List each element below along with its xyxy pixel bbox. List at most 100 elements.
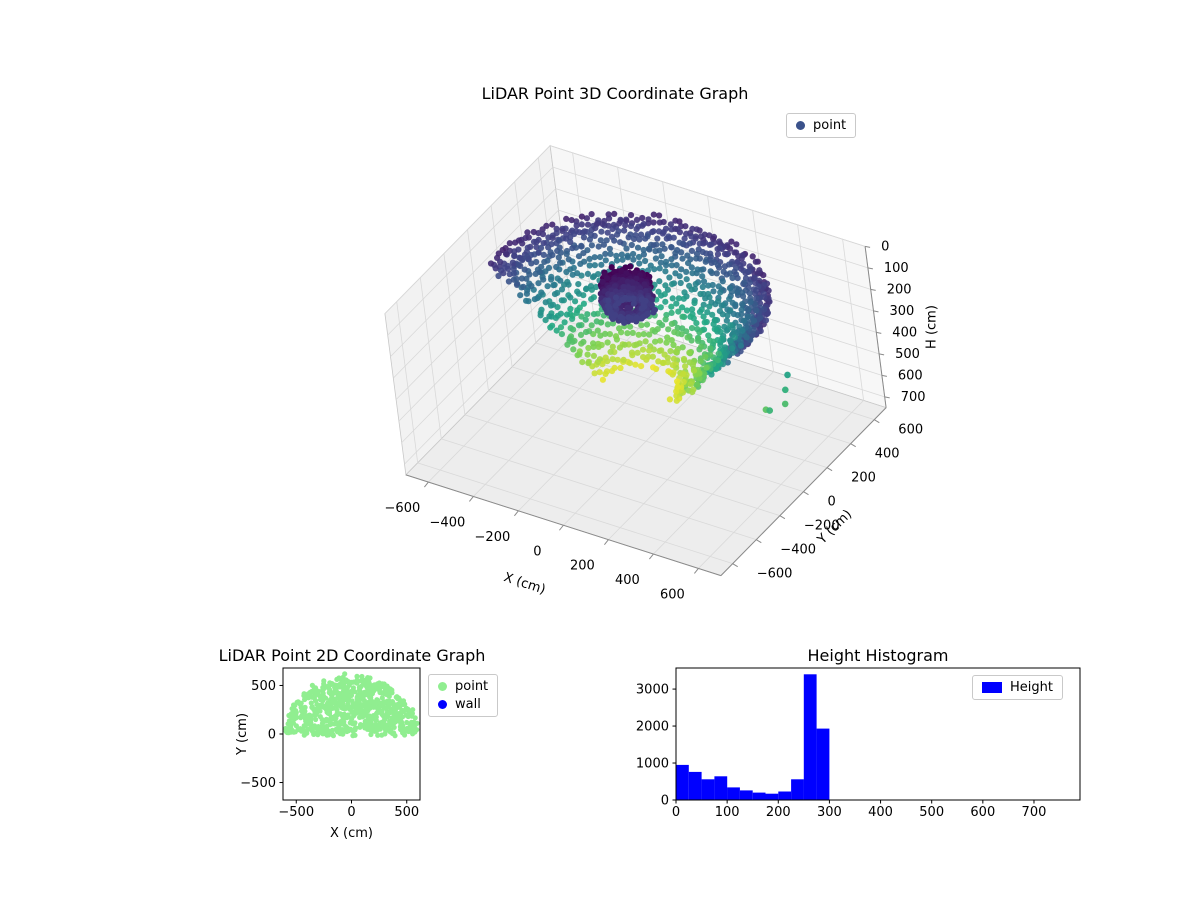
scatter-point — [365, 715, 371, 721]
scatter-point — [669, 295, 676, 302]
scatter-point — [709, 311, 716, 318]
scatter-point — [695, 337, 702, 344]
tick-mark — [826, 467, 833, 472]
scatter-point — [352, 725, 359, 731]
scatter-point — [549, 252, 556, 259]
scatter-point — [639, 214, 646, 222]
scatter-point — [287, 726, 293, 733]
scatter-point — [710, 288, 717, 295]
legend-label: point — [455, 679, 489, 694]
scatter-point — [578, 242, 585, 249]
scatter-point — [299, 713, 305, 719]
x-tick-label: −400 — [430, 515, 466, 530]
scatter-point — [696, 375, 703, 382]
scatter-point — [619, 256, 626, 263]
scatter-point — [548, 276, 555, 283]
scatter-point — [389, 730, 395, 737]
scatter-point — [729, 274, 736, 282]
scatter-point — [329, 681, 335, 687]
scatter-point — [678, 266, 685, 273]
scatter-point — [557, 259, 564, 266]
scatter-point — [628, 241, 635, 249]
scatter-point — [700, 301, 707, 308]
scatter-point — [523, 290, 531, 297]
scatter-point — [373, 717, 379, 723]
scatter-point — [345, 679, 351, 685]
scatter-point — [621, 341, 628, 348]
scatter-point — [742, 270, 749, 277]
scatter-point — [500, 270, 507, 277]
legend-label: point — [813, 118, 847, 133]
y-tick-label: 500 — [251, 679, 276, 694]
scatter-point — [723, 317, 731, 324]
x-tick-label: 600 — [970, 805, 995, 820]
scatter-point — [540, 240, 547, 247]
scatter-point — [402, 732, 408, 738]
histogram-bar — [791, 779, 804, 800]
scatter-point — [691, 299, 698, 307]
scatter-point — [638, 363, 645, 370]
grid-line — [443, 253, 466, 415]
scatter-point — [633, 341, 640, 348]
scatter-point — [702, 353, 709, 360]
tick-mark — [874, 419, 880, 424]
scatter-point — [635, 331, 642, 338]
scatter-point — [532, 270, 539, 277]
scatter-point — [372, 728, 378, 734]
scatter-point — [685, 260, 692, 267]
scatter-point — [333, 721, 339, 727]
scatter-point — [350, 709, 356, 715]
grid-line — [384, 145, 551, 314]
grid-line — [511, 366, 828, 469]
scatter-point — [599, 220, 606, 228]
scatter-point — [563, 250, 570, 258]
scatter-point — [630, 300, 637, 307]
h-tick-label: 700 — [901, 390, 926, 405]
scatter-point — [333, 686, 339, 692]
scatter-point — [609, 320, 617, 327]
scatter-point — [404, 719, 410, 726]
grid-line — [395, 231, 562, 400]
scatter-point — [708, 241, 715, 248]
scatter-point — [689, 270, 696, 277]
scatter-point — [602, 330, 609, 337]
scatter-point — [539, 226, 546, 233]
scatter-point — [643, 321, 651, 328]
scatter-point — [342, 686, 348, 693]
scatter-point — [633, 275, 640, 282]
scatter-point — [530, 228, 537, 236]
scatter-point — [641, 281, 648, 288]
scatter-point — [629, 329, 636, 336]
scatter-point — [746, 279, 753, 286]
scatter-point — [714, 262, 722, 269]
scatter-point — [528, 260, 535, 267]
scatter-point — [533, 238, 540, 245]
scatter-point — [518, 275, 526, 282]
scatter-point — [684, 252, 691, 259]
plot3d-legend: point — [786, 113, 857, 138]
scatter-point — [680, 295, 687, 302]
scatter-point — [630, 235, 638, 243]
scatter-point — [342, 671, 348, 677]
scatter-point — [354, 673, 360, 680]
x-tick-label: −200 — [475, 530, 511, 545]
scatter-point — [609, 315, 616, 322]
tick-mark — [881, 374, 887, 377]
scatter-point — [314, 709, 320, 716]
scatter-point — [659, 230, 666, 237]
scatter-point — [309, 688, 315, 694]
scatter-point — [716, 308, 724, 315]
scatter-point — [547, 324, 554, 331]
scatter-point — [714, 251, 722, 258]
scatter-point — [668, 262, 675, 269]
scatter-point — [622, 222, 629, 229]
scatter-point — [321, 704, 327, 710]
scatter-point — [657, 337, 664, 344]
scatter-point — [558, 331, 566, 338]
scatter-point — [612, 302, 619, 309]
tick-mark — [879, 353, 885, 356]
scatter-point — [549, 221, 556, 228]
scatter-point — [689, 306, 696, 313]
scatter-point — [521, 266, 528, 273]
